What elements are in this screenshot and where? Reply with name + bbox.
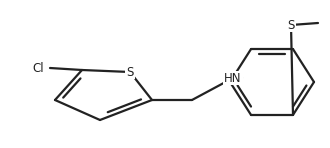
Text: Cl: Cl: [32, 62, 44, 74]
Text: S: S: [126, 66, 134, 78]
Text: S: S: [287, 18, 295, 32]
Text: HN: HN: [224, 71, 242, 85]
